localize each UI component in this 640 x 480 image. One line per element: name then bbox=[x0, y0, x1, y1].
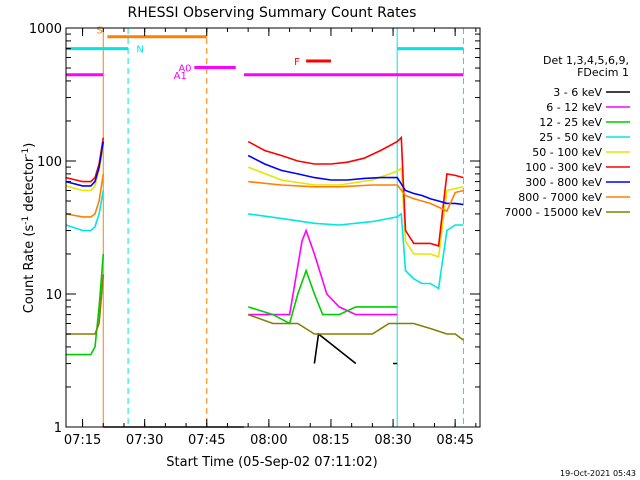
footer-timestamp: 19-Oct-2021 05:43 bbox=[560, 469, 636, 478]
y-axis-label-mid: detector bbox=[22, 156, 37, 216]
y-tick-label: 100 bbox=[37, 155, 62, 170]
series-line bbox=[65, 141, 464, 206]
series-line bbox=[65, 173, 464, 218]
y-axis-label-end: ) bbox=[22, 143, 37, 148]
series-line bbox=[103, 228, 398, 428]
legend-entry-label: 100 - 300 keV bbox=[525, 161, 602, 174]
x-tick-label: 07:15 bbox=[64, 433, 101, 448]
legend-entry-label: 3 - 6 keV bbox=[553, 86, 602, 99]
plot-frame bbox=[65, 27, 481, 428]
annotation-label: S bbox=[96, 26, 102, 37]
y-axis-label-sup1: -1 bbox=[21, 216, 31, 225]
legend-entry-label: 12 - 25 keV bbox=[539, 116, 602, 129]
legend-entry-label: 7000 - 15000 keV bbox=[504, 206, 602, 219]
legend-title: FDecim 1 bbox=[577, 66, 629, 79]
legend-entry-label: 50 - 100 keV bbox=[532, 146, 602, 159]
x-tick-label: 08:45 bbox=[436, 433, 473, 448]
series-line bbox=[103, 332, 398, 428]
annotation-label: A0 bbox=[178, 63, 191, 74]
axis-ticks: 07:15 07:30 07:45 08:00 08:15 08:30 08:45 1 10 10… bbox=[29, 22, 480, 448]
x-tick-label: 07:30 bbox=[126, 433, 163, 448]
legend-title: Det 1,3,4,5,6,9, bbox=[543, 54, 629, 67]
series-line bbox=[66, 274, 464, 341]
chart-title: RHESSI Observing Summary Count Rates bbox=[128, 5, 417, 21]
x-tick-label: 08:15 bbox=[312, 433, 349, 448]
x-tick-label: 07:45 bbox=[188, 433, 225, 448]
y-tick-label: 1000 bbox=[29, 22, 62, 37]
annotation-label: A1 bbox=[174, 71, 187, 82]
y-axis-label-main: Count Rate (s bbox=[22, 225, 37, 314]
series-line bbox=[65, 135, 464, 247]
legend-entry-label: 25 - 50 keV bbox=[539, 131, 602, 144]
legend-entry-label: 300 - 800 keV bbox=[525, 176, 602, 189]
x-tick-label: 08:30 bbox=[374, 433, 411, 448]
legend-entry-label: 800 - 7000 keV bbox=[518, 191, 602, 204]
annotation-label: F bbox=[294, 57, 300, 68]
legend-entry-label: 6 - 12 keV bbox=[546, 101, 602, 114]
x-axis-label: Start Time (05-Sep-02 07:11:02) bbox=[166, 455, 377, 470]
series-line bbox=[66, 253, 398, 356]
annotation-label: N bbox=[136, 45, 143, 56]
y-tick-label: 1 bbox=[54, 421, 62, 436]
series-line bbox=[65, 190, 464, 290]
y-axis-label-sup2: -1 bbox=[21, 148, 31, 157]
y-tick-label: 10 bbox=[45, 288, 62, 303]
y-axis-label: Count Rate (s-1 detector-1) bbox=[21, 143, 37, 314]
x-tick-label: 08:00 bbox=[250, 433, 287, 448]
legend: Det 1,3,4,5,6,9,FDecim 1 3 - 6 keV 6 - 12 … bbox=[504, 54, 630, 219]
